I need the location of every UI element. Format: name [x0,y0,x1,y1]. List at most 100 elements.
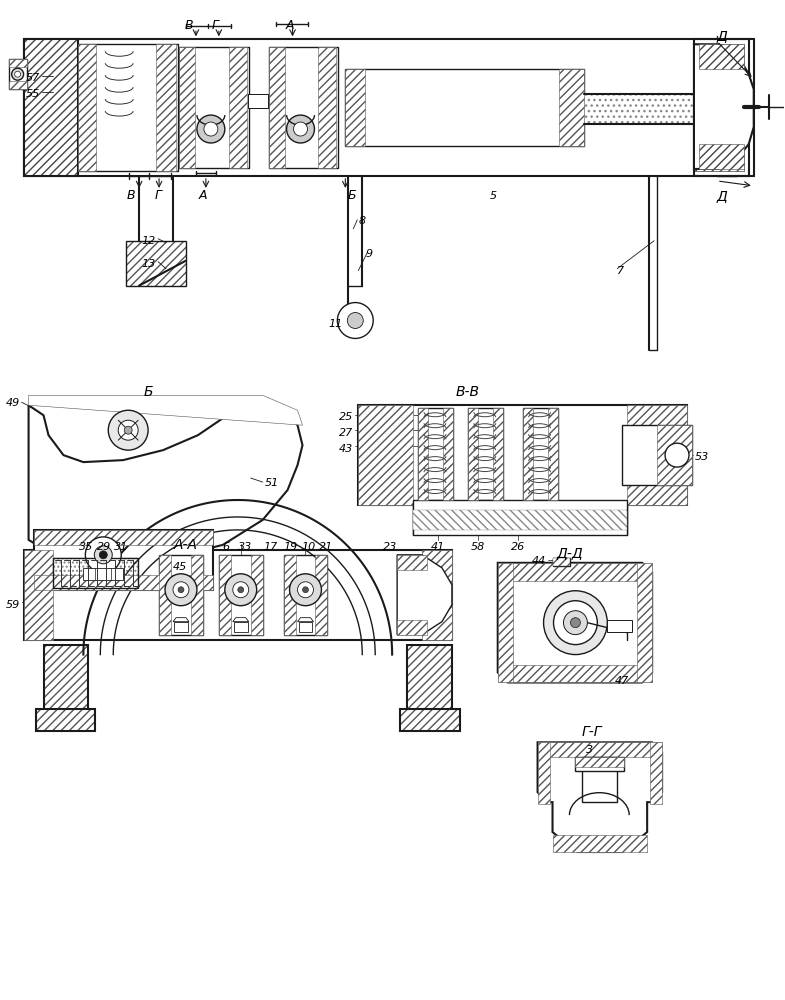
Bar [78,44,178,171]
Polygon shape [694,44,754,169]
Circle shape [86,537,121,573]
Bar [400,709,460,731]
Circle shape [165,574,197,606]
Circle shape [94,546,112,564]
Text: 8: 8 [358,216,365,226]
Bar [400,709,460,731]
Circle shape [233,582,249,598]
Text: 45: 45 [173,562,188,572]
Text: 55: 55 [25,89,39,99]
Circle shape [302,587,309,593]
Bar [493,408,502,500]
Bar [43,645,89,724]
Text: 51: 51 [265,478,279,488]
Circle shape [173,582,189,598]
Bar [283,555,295,635]
Circle shape [100,551,108,559]
Bar [228,47,246,168]
Circle shape [12,68,24,80]
Text: Г: Г [211,19,218,32]
Circle shape [124,426,132,434]
Bar [9,81,27,89]
Bar [538,742,550,804]
Polygon shape [28,405,302,555]
Text: А-А: А-А [174,538,198,552]
Bar [250,555,263,635]
Bar [159,555,171,635]
Bar [422,550,452,640]
Bar [159,555,203,635]
Bar [523,408,557,500]
Bar [268,47,285,168]
Bar [24,550,452,640]
Polygon shape [498,563,652,682]
Bar [694,39,749,176]
Bar [316,555,327,635]
Bar [553,558,571,566]
Circle shape [543,591,608,655]
Text: Г: Г [155,189,162,202]
Circle shape [553,601,597,645]
Bar [418,408,453,500]
Bar [126,241,186,286]
Circle shape [338,303,373,338]
Circle shape [564,611,587,635]
Text: 27: 27 [339,428,353,438]
Bar [24,39,78,176]
Polygon shape [298,618,313,622]
Text: 7: 7 [617,266,624,276]
Bar [34,530,213,590]
Bar [9,59,27,67]
Text: 33: 33 [238,542,252,552]
Bar [584,94,694,124]
Bar [407,645,452,724]
Text: Д: Д [717,189,728,203]
Bar [575,757,624,767]
Circle shape [287,115,315,143]
Polygon shape [397,555,452,635]
Bar [358,405,413,505]
Text: 59: 59 [5,600,20,610]
Bar [34,530,213,545]
Bar [407,645,452,724]
Circle shape [665,443,689,467]
Circle shape [238,587,243,593]
Circle shape [15,71,20,77]
Bar [53,558,138,588]
Bar [627,405,687,505]
Circle shape [347,313,363,328]
Bar [582,757,617,769]
Bar [24,39,754,176]
Bar [623,425,692,485]
Text: А: А [285,19,294,32]
Text: 26: 26 [510,542,525,552]
Circle shape [294,122,308,136]
Bar [268,47,338,168]
Text: 10: 10 [301,542,316,552]
Bar [156,44,176,171]
Text: 6: 6 [222,542,229,552]
Bar [126,241,186,286]
Bar [358,405,687,505]
Bar [468,408,502,500]
Text: 49: 49 [5,398,20,408]
Polygon shape [538,742,662,852]
Bar [397,620,427,635]
Bar [9,59,27,89]
Text: 43: 43 [339,444,353,454]
Bar [498,563,652,581]
Text: 17: 17 [264,542,278,552]
Text: Д: Д [717,29,728,43]
Text: 53: 53 [695,452,709,462]
Bar [283,555,327,635]
Bar [43,645,89,724]
Bar [179,47,195,168]
Bar [694,44,743,171]
Text: 11: 11 [328,319,342,329]
Circle shape [571,618,580,628]
Text: 25: 25 [339,412,353,422]
Bar [83,568,123,580]
Text: 12: 12 [142,236,156,246]
Bar [582,757,617,802]
Bar [650,742,662,804]
